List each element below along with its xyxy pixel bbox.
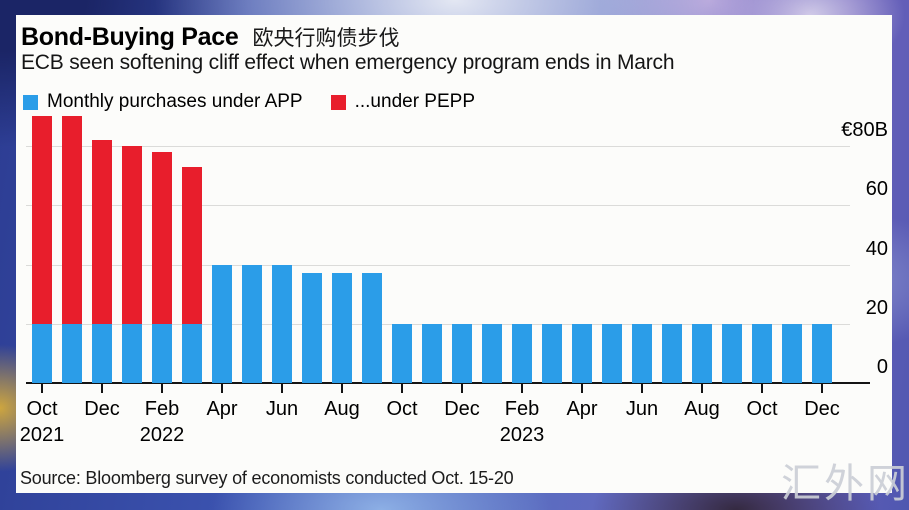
bar-app [332, 273, 352, 383]
bar-app [212, 264, 232, 383]
bar-pepp [92, 140, 112, 324]
page-title: Bond-Buying Pace [21, 23, 239, 51]
bar-app [782, 323, 802, 384]
x-axis-tick [41, 384, 43, 393]
bar-app [542, 323, 562, 384]
bar-app [272, 264, 292, 383]
x-axis-month-label: Feb [144, 398, 180, 420]
bar-app [632, 323, 652, 384]
bar-app [62, 323, 82, 384]
bar-app [392, 323, 412, 384]
bar-app [182, 323, 202, 384]
x-axis-month-label: Aug [684, 398, 720, 420]
x-axis-tick [761, 384, 763, 393]
bar-app [662, 323, 682, 384]
x-axis-month-label: Apr [566, 398, 598, 420]
legend-label-app: Monthly purchases under APP [47, 91, 303, 112]
bar-app [602, 323, 622, 384]
x-axis-month-label: Jun [265, 398, 299, 420]
x-axis-tick [581, 384, 583, 393]
x-axis-tick [401, 384, 403, 393]
bar-pepp [182, 166, 202, 324]
y-axis-label-60: 60 [865, 178, 888, 201]
title-row: Bond-Buying Pace 欧央行购债步伐 [21, 22, 399, 52]
chart-legend: Monthly purchases under APP ...under PEP… [23, 91, 475, 113]
bar-pepp [122, 146, 142, 324]
x-axis-month-label: Dec [84, 398, 120, 420]
x-axis-tick [221, 384, 223, 393]
x-axis-tick [101, 384, 103, 393]
y-axis-label-0: 0 [876, 356, 888, 378]
bar-app [242, 264, 262, 383]
bar-app [482, 323, 502, 384]
x-axis-year-label: 2023 [499, 424, 545, 446]
chart-card: Bond-Buying Pace 欧央行购债步伐 ECB seen softeni… [16, 15, 892, 493]
x-axis-line [26, 382, 870, 384]
x-axis-tick [341, 384, 343, 393]
bar-app [92, 323, 112, 384]
source-note: Source: Bloomberg survey of economists c… [20, 468, 514, 488]
x-axis-year-label: 2021 [19, 424, 65, 446]
x-axis-tick [641, 384, 643, 393]
legend-item-pepp: ...under PEPP [330, 91, 475, 113]
x-axis-tick [161, 384, 163, 393]
legend-swatch-app-icon [23, 94, 38, 110]
y-axis-label-80: €80B [841, 119, 888, 141]
bar-app [512, 323, 532, 384]
bar-app [572, 323, 592, 384]
bar-app [362, 273, 382, 383]
x-axis-tick [821, 384, 823, 393]
page-title-chinese: 欧央行购债步伐 [252, 27, 400, 50]
bar-pepp [62, 116, 82, 324]
x-axis-year-label: 2022 [139, 424, 185, 446]
chart-subtitle: ECB seen softening cliff effect when eme… [21, 51, 675, 74]
y-axis-label-40: 40 [865, 237, 888, 260]
x-axis-month-label: Aug [324, 398, 360, 420]
bar-app [152, 323, 172, 384]
bar-pepp [32, 116, 52, 324]
x-axis-month-label: Dec [444, 398, 480, 420]
legend-label-pepp: ...under PEPP [354, 91, 475, 112]
bar-app [32, 323, 52, 384]
x-axis-month-label: Apr [206, 398, 238, 420]
bar-app [722, 323, 742, 384]
bar-app [692, 323, 712, 384]
gridline-40 [26, 264, 850, 266]
x-axis-month-label: Oct [26, 398, 58, 420]
x-axis-tick [461, 384, 463, 393]
gridline-80 [26, 146, 850, 147]
bar-app [422, 323, 442, 384]
x-axis-month-label: Feb [504, 398, 540, 420]
plot-area: €80B 60 40 20 0 Oct 2021 Dec Feb 2022 Apr Jun Aug Oct… [16, 15, 892, 493]
x-axis-month-label: Jun [625, 398, 659, 420]
bar-app [752, 323, 772, 384]
bar-app [812, 323, 832, 384]
x-axis-tick [281, 384, 283, 393]
x-axis-tick [521, 384, 523, 393]
gridline-60 [26, 205, 850, 207]
legend-swatch-pepp-icon [330, 94, 346, 110]
bar-app [122, 323, 142, 384]
bar-app [302, 273, 322, 383]
x-axis-tick [701, 384, 703, 393]
bar-pepp [152, 151, 172, 324]
watermark: 汇外网 [781, 462, 909, 506]
x-axis-month-label: Oct [746, 398, 778, 420]
x-axis-month-label: Oct [386, 398, 418, 420]
legend-item-app: Monthly purchases under APP [23, 91, 303, 113]
x-axis-month-label: Dec [804, 398, 840, 420]
y-axis-label-20: 20 [865, 296, 888, 319]
bar-app [452, 323, 472, 384]
